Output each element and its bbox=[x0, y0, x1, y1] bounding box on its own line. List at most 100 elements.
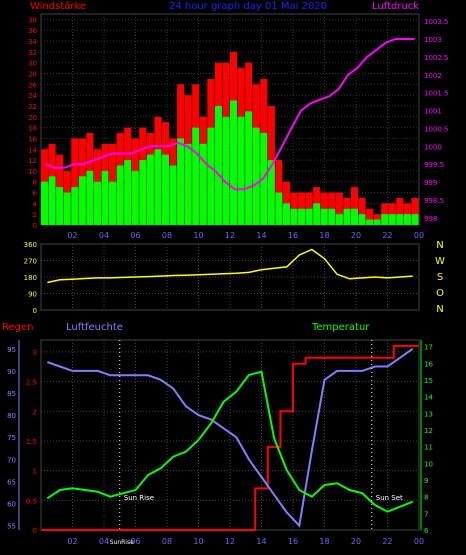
mean-wind-bar bbox=[192, 127, 200, 225]
mean-wind-bar bbox=[131, 170, 139, 225]
humidity-tick-label: 65 bbox=[7, 478, 16, 486]
mean-wind-bar bbox=[396, 214, 404, 225]
humidity-tick-label: 85 bbox=[7, 390, 16, 398]
humidity-line bbox=[46, 347, 414, 528]
temperature-tick-label: 15 bbox=[424, 377, 433, 385]
wind-tick-label: 28 bbox=[28, 71, 37, 79]
mean-wind-bar bbox=[139, 160, 147, 225]
mean-wind-bar bbox=[381, 214, 389, 225]
hour-tick-label: 12 bbox=[225, 537, 235, 546]
humidity-tick-label: 90 bbox=[7, 368, 16, 376]
mean-wind-bar bbox=[116, 165, 124, 225]
mean-wind-bar bbox=[343, 208, 351, 225]
direction-tick-label: 360 bbox=[24, 241, 37, 249]
pressure-tick-label: 998 bbox=[424, 215, 437, 223]
mean-wind-bar bbox=[230, 100, 238, 225]
mean-wind-bar bbox=[335, 214, 343, 225]
temperature-tick-label: 9 bbox=[424, 477, 428, 485]
pressure-tick-label: 1001.5 bbox=[424, 90, 449, 98]
humidity-tick-label: 55 bbox=[7, 523, 16, 531]
gust-bar bbox=[366, 208, 374, 225]
hour-tick-label: 22 bbox=[382, 537, 392, 546]
mean-wind-bar bbox=[305, 208, 313, 225]
wind-tick-label: 34 bbox=[28, 38, 37, 46]
wind-tick-label: 36 bbox=[28, 27, 37, 35]
rain-tick-label: 1 bbox=[33, 468, 37, 476]
mean-wind-bar bbox=[154, 149, 162, 225]
wind-tick-label: 22 bbox=[28, 103, 37, 111]
temperature-tick-label: 13 bbox=[424, 410, 433, 418]
gust-bar bbox=[71, 138, 79, 225]
mean-wind-bar bbox=[403, 214, 411, 225]
mean-wind-bar bbox=[350, 208, 359, 225]
pressure-tick-label: 1000 bbox=[424, 143, 442, 151]
mean-wind-bar bbox=[177, 138, 185, 225]
rain-tick-label: 3 bbox=[33, 349, 37, 357]
hour-tick-label: 00 bbox=[414, 231, 424, 240]
temperature-line bbox=[46, 370, 414, 513]
hour-tick-label: 20 bbox=[351, 231, 361, 240]
mean-wind-bar bbox=[48, 176, 56, 225]
hour-tick-label: 18 bbox=[319, 231, 329, 240]
humidity-tick-label: 95 bbox=[7, 346, 16, 354]
humidity-tick-label: 75 bbox=[7, 434, 16, 442]
mean-wind-bar bbox=[298, 208, 306, 225]
hour-tick-label: 04 bbox=[99, 231, 109, 240]
regen-label: Regen bbox=[2, 322, 34, 333]
sunrise-axis-label: SunRise bbox=[110, 539, 134, 546]
temperatur-label: Temperatur bbox=[311, 322, 370, 333]
hour-tick-label: 16 bbox=[288, 231, 298, 240]
mean-wind-bar bbox=[146, 154, 154, 225]
wind-tick-label: 16 bbox=[28, 135, 37, 143]
humidity-tick-label: 70 bbox=[7, 456, 16, 464]
mean-wind-bar bbox=[63, 192, 71, 225]
compass-letter: W bbox=[435, 256, 445, 267]
mean-wind-bar bbox=[252, 127, 260, 225]
wind-tick-label: 8 bbox=[33, 179, 37, 187]
hour-tick-label: 18 bbox=[319, 537, 329, 546]
mean-wind-bar bbox=[124, 160, 132, 225]
wind-tick-label: 24 bbox=[28, 92, 37, 100]
pressure-tick-label: 1002.5 bbox=[424, 54, 449, 62]
humidity-tick-label: 60 bbox=[7, 500, 16, 508]
mean-wind-bar bbox=[214, 105, 222, 225]
direction-tick-label: 270 bbox=[24, 258, 37, 266]
temperature-tick-label: 6 bbox=[424, 527, 429, 535]
pressure-tick-label: 1002 bbox=[424, 72, 442, 80]
mean-wind-bar bbox=[388, 214, 396, 225]
mean-wind-bar bbox=[275, 192, 283, 225]
sun-rise-label: Sun Rise bbox=[124, 494, 154, 502]
temperature-tick-label: 8 bbox=[424, 494, 428, 502]
wind-tick-label: 26 bbox=[28, 81, 37, 89]
direction-tick-label: 180 bbox=[24, 274, 37, 282]
mean-wind-bar bbox=[41, 181, 49, 225]
pressure-tick-label: 1003.5 bbox=[424, 18, 449, 26]
hour-tick-label: 16 bbox=[288, 537, 298, 546]
direction-tick-label: 90 bbox=[28, 291, 37, 299]
mean-wind-bar bbox=[109, 181, 117, 225]
wind-tick-label: 12 bbox=[28, 157, 37, 165]
mean-wind-bar bbox=[290, 208, 298, 225]
rain-line bbox=[41, 344, 419, 531]
hour-tick-label: 08 bbox=[162, 537, 172, 546]
wind-direction-line bbox=[47, 248, 413, 284]
hour-tick-label: 14 bbox=[256, 231, 266, 240]
wind-tick-label: 20 bbox=[28, 114, 37, 122]
mean-wind-bar bbox=[161, 154, 170, 225]
wind-tick-label: 0 bbox=[33, 222, 37, 230]
pressure-tick-label: 1001 bbox=[424, 108, 442, 116]
mean-wind-bar bbox=[237, 116, 245, 225]
wind-tick-label: 14 bbox=[28, 146, 37, 154]
rain-tick-label: 0 bbox=[33, 527, 37, 535]
compass-letter: N bbox=[436, 304, 443, 315]
mean-wind-bar bbox=[373, 219, 381, 225]
wind-tick-label: 4 bbox=[33, 200, 38, 208]
hour-tick-label: 02 bbox=[67, 537, 77, 546]
compass-letter: O bbox=[436, 288, 444, 299]
temperature-tick-label: 12 bbox=[424, 427, 433, 435]
wind-tick-label: 30 bbox=[28, 60, 37, 68]
rain-humidity-temp-chart: Regen Luftfeuchte Temperatur 0 0.5 1 1.5 2 2.… bbox=[2, 322, 433, 546]
mean-wind-bar bbox=[358, 214, 366, 225]
